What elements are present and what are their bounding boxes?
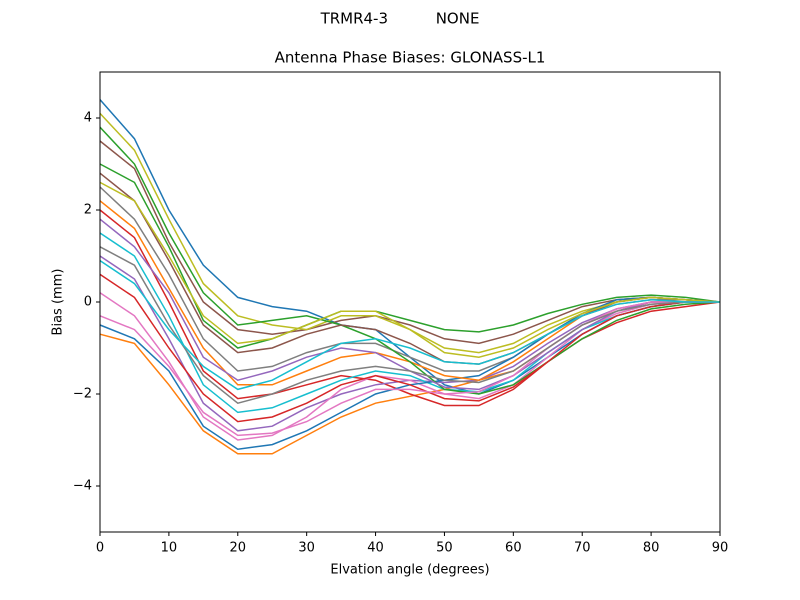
series-line — [99, 246, 720, 405]
y-axis-label: Bias (mm) — [51, 269, 66, 336]
x-tick-label: 60 — [505, 541, 522, 556]
x-tick-label: 40 — [367, 541, 384, 556]
series-line — [99, 292, 720, 441]
plot-area — [99, 99, 721, 455]
x-tick-label: 90 — [712, 541, 729, 556]
series-line — [99, 273, 720, 423]
series-line — [99, 301, 720, 437]
x-tick-label: 80 — [643, 541, 660, 556]
series-line — [99, 181, 721, 358]
x-tick-label: 0 — [96, 541, 104, 556]
series-line — [99, 126, 721, 395]
y-tick-label: −2 — [73, 387, 92, 402]
x-tick-label: 30 — [298, 541, 315, 556]
suptitle: TRMR4-3 NONE — [320, 10, 480, 28]
x-tick-label: 10 — [161, 541, 178, 556]
y-tick-label: 0 — [84, 295, 92, 310]
x-tick-label: 70 — [574, 541, 591, 556]
x-tick-label: 50 — [436, 541, 453, 556]
series-line — [99, 163, 721, 349]
series-line — [99, 259, 720, 391]
chart-title: Antenna Phase Biases: GLONASS-L1 — [275, 49, 546, 67]
series-line — [99, 209, 721, 407]
y-tick-label: 4 — [84, 111, 92, 126]
x-tick-label: 20 — [230, 541, 247, 556]
y-tick-label: −4 — [73, 479, 92, 494]
y-tick-label: 2 — [84, 203, 92, 218]
x-axis-label: Elvation angle (degrees) — [330, 563, 489, 578]
